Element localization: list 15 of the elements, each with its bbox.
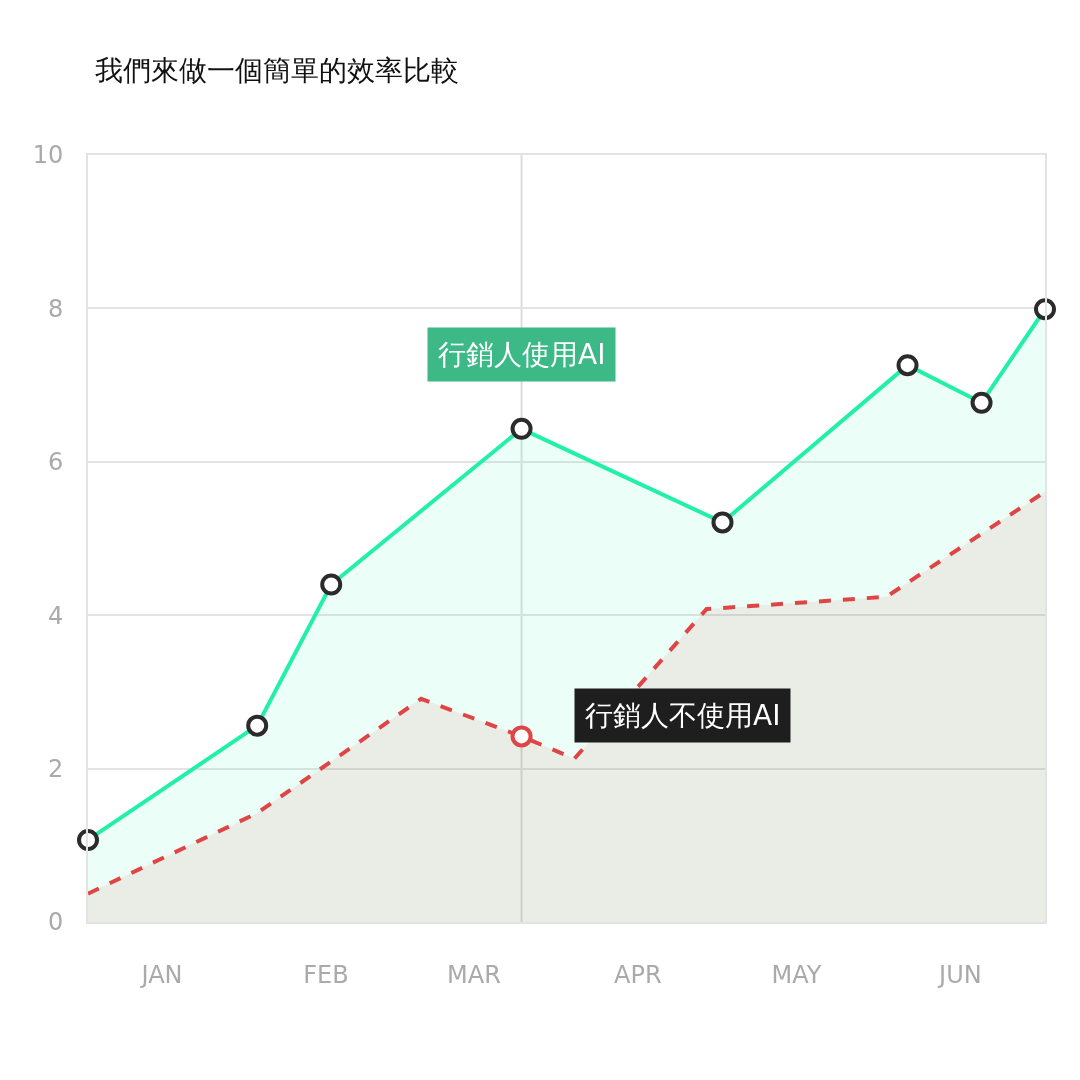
y-tick-label: 4: [47, 601, 64, 630]
y-tick-label: 6: [47, 448, 64, 477]
annotation: 行銷人使用AI: [438, 338, 606, 371]
x-tick-label: JAN: [139, 960, 183, 989]
y-tick-label: 2: [47, 755, 64, 783]
x-tick-label: MAR: [447, 960, 501, 989]
x-tick-label: APR: [614, 960, 662, 989]
x-tick-label: FEB: [303, 960, 349, 989]
y-tick-label: 10: [32, 141, 64, 170]
x-tick-label: MAY: [771, 960, 822, 989]
y-tick-label: 0: [47, 908, 64, 937]
x-tick-label: JUN: [937, 960, 982, 989]
y-tick-label: 8: [47, 294, 64, 323]
chart-title: 我們來做一個簡單的效率比較: [95, 54, 460, 87]
annotation: 行銷人不使用AI: [585, 699, 781, 732]
